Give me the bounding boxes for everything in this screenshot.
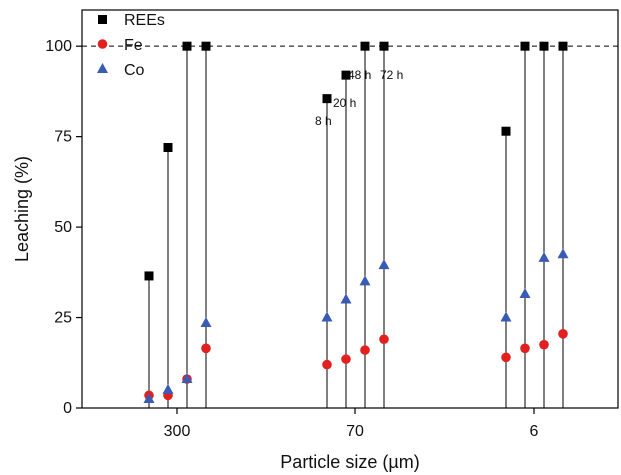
co-point [500, 311, 512, 322]
y-tick-label: 25 [54, 310, 72, 327]
legend-label-co: Co [124, 62, 145, 79]
co-point [557, 248, 569, 259]
rees-point [379, 41, 389, 51]
legend: REEs Fe Co [97, 12, 165, 79]
fe-point [360, 345, 370, 355]
co-point [181, 373, 193, 384]
y-tick-label: 75 [54, 129, 72, 146]
co-point [321, 311, 333, 322]
co-point [378, 259, 390, 270]
fe-point [201, 343, 211, 354]
x-axis-title: Particle size (µm) [280, 452, 419, 472]
rees-point [341, 70, 351, 80]
rees-point [322, 94, 332, 104]
annotation-8h: 8 h [315, 114, 332, 128]
x-tick-label: 6 [530, 423, 539, 440]
x-tick-label: 300 [164, 423, 191, 440]
rees-point [520, 41, 530, 51]
legend-marker-rees [98, 15, 107, 24]
plot-frame [81, 9, 619, 409]
x-tick-label: 70 [346, 423, 364, 440]
fe-point [558, 329, 568, 339]
rees-point [501, 126, 511, 136]
rees-point [182, 41, 192, 51]
annotation-72h: 72 h [380, 68, 403, 82]
co-point [143, 392, 155, 403]
fe-point [341, 354, 351, 364]
fe-point [322, 359, 332, 370]
rees-point [144, 271, 154, 281]
legend-marker-fe [97, 39, 108, 49]
rees-point [163, 142, 173, 152]
fe-point [539, 339, 549, 350]
co-point [162, 383, 174, 394]
co-point [200, 316, 212, 327]
co-point [340, 293, 352, 304]
legend-marker-co [97, 63, 108, 73]
annotation-48h: 48 h [348, 68, 371, 82]
fe-point [520, 343, 530, 354]
fe-point [501, 352, 511, 363]
legend-label-rees: REEs [124, 12, 165, 29]
y-tick-label: 50 [54, 219, 72, 236]
rees-point [360, 41, 370, 51]
rees-point [201, 41, 211, 51]
y-tick-label: 0 [63, 400, 72, 417]
fe-point [379, 334, 389, 345]
co-point [359, 275, 371, 286]
legend-label-fe: Fe [124, 37, 143, 54]
co-point [538, 251, 550, 262]
co-point [519, 288, 531, 299]
annotation-20h: 20 h [333, 96, 356, 110]
y-axis-title: Leaching (%) [12, 156, 32, 262]
rees-point [539, 41, 549, 51]
rees-point [558, 41, 568, 51]
y-tick-label: 100 [45, 38, 72, 55]
